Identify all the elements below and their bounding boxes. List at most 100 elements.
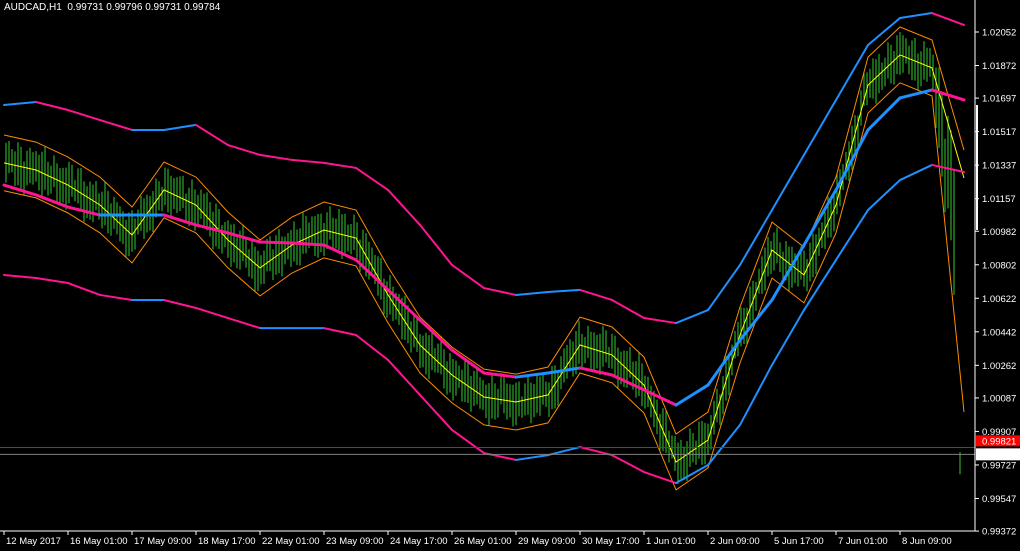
upper-band-segment [163, 123, 197, 131]
lower-band-segment [3, 274, 37, 279]
chart-title: AUDCAD,H1 0.99731 0.99796 0.99731 0.9978… [4, 2, 220, 13]
lower-band-segment [547, 446, 581, 457]
lower-band-segment [931, 163, 965, 174]
upper-band-segment [227, 144, 261, 156]
y-tick-label: 1.01697 [982, 94, 1016, 105]
lower-band-segment [515, 454, 549, 461]
alert-price-box [976, 435, 1020, 447]
x-tick-label: 8 Jun 09:00 [902, 536, 952, 547]
upper-band-segment [259, 153, 293, 161]
y-tick-label: 1.01872 [982, 61, 1016, 72]
lower-band-segment [643, 471, 677, 485]
center-ma-segment [482, 371, 518, 379]
center-ma-segment [2, 183, 38, 197]
time-axis[interactable]: 12 May 2017 16 May 01:00 17 May 09:00 18 Ma… [0, 530, 975, 547]
lower-band-segment [611, 454, 645, 474]
upper-band-segment [547, 288, 581, 293]
center-ma-segment [930, 88, 966, 102]
lower-band-segment [739, 363, 773, 426]
upper-band-segment [643, 317, 677, 325]
upper-band-segment [355, 166, 389, 191]
x-tick-label: 2 Jun 09:00 [710, 536, 760, 547]
lower-band-segment [355, 333, 389, 361]
x-tick-label: 1 Jun 01:00 [646, 536, 696, 547]
center-ma-segment [578, 366, 614, 377]
center-ma-segment [610, 373, 646, 392]
fast-line [3, 54, 965, 463]
price-axis[interactable]: 1.02052 1.01872 1.01697 1.01517 1.01337 1.011… [974, 0, 1020, 538]
y-tick-label: 1.00802 [982, 260, 1016, 271]
symbol-timeframe: AUDCAD,H1 [4, 2, 62, 13]
center-ma-segment [898, 88, 934, 100]
x-tick-label: 18 May 17:00 [198, 536, 256, 547]
y-tick-label: 1.01337 [982, 161, 1016, 172]
lower-band-segment [195, 306, 229, 320]
center-ma-segment [674, 383, 710, 407]
upper-band-segment [99, 119, 133, 131]
y-tick-label: 1.00262 [982, 361, 1016, 372]
center-ma-segment [354, 258, 390, 292]
lower-band-segment [451, 428, 485, 455]
upper-band-segment [483, 287, 517, 296]
y-tick-label: 1.00087 [982, 393, 1016, 404]
y-tick-label: 1.01157 [982, 194, 1016, 205]
alert-price-label: 0.99821 [982, 436, 1016, 447]
bid-price-label: 0.99784 [982, 450, 1016, 461]
center-ma-segment [258, 240, 294, 245]
indicator-lines [2, 12, 966, 491]
upper-band-segment [387, 188, 421, 226]
center-ma-segment [194, 223, 230, 235]
lower-band-segment [835, 209, 869, 261]
y-tick-label: 1.02052 [982, 28, 1016, 39]
y-tick-label: 1.01517 [982, 127, 1016, 138]
lower-band-segment [35, 276, 69, 285]
upper-band-segment [451, 263, 485, 290]
price-lines [0, 446, 975, 455]
upper-band-segment [899, 12, 933, 20]
center-ma-segment [514, 371, 550, 379]
upper-band-segment [707, 263, 741, 312]
y-tick-label: 1.00442 [982, 327, 1016, 338]
upper-band-segment [515, 290, 549, 296]
upper-band-segment [803, 98, 837, 156]
lower-band-segment [771, 309, 805, 366]
lower-band-segment [323, 327, 357, 336]
center-ma-segment [642, 388, 678, 407]
lower-band-segment [803, 258, 837, 312]
center-ma-segment [706, 338, 742, 387]
x-tick-label: 26 May 01:00 [454, 536, 512, 547]
lower-band-segment [67, 282, 101, 296]
upper-band-segment [195, 123, 229, 147]
x-tick-label: 5 Jun 17:00 [774, 536, 824, 547]
y-tick-label: 0.99372 [982, 527, 1016, 538]
ohlc-readout: 0.99731 0.99796 0.99731 0.99784 [67, 2, 221, 13]
center-ma-segment [386, 288, 422, 322]
price-bars [5, 32, 961, 484]
upper-band-segment [739, 209, 773, 266]
center-ma-segment [162, 213, 198, 227]
lower-band-segment [867, 179, 901, 212]
y-tick-label: 0.99907 [982, 427, 1016, 438]
center-ma-segment [866, 96, 902, 132]
center-ma-segment [834, 128, 870, 192]
y-tick-label: 1.00982 [982, 227, 1016, 238]
lower-band-segment [899, 163, 933, 182]
upper-band-segment [323, 161, 357, 169]
center-ma-segment [802, 188, 838, 247]
lower-band-segment [707, 423, 741, 466]
center-ma-segment [418, 318, 454, 352]
center-ma-segment [322, 243, 358, 262]
x-tick-label: 30 May 17:00 [582, 536, 640, 547]
lower-band-segment [579, 446, 613, 457]
upper-band-segment [867, 17, 901, 47]
upper-band-segment [3, 101, 37, 106]
lower-band-segment [99, 293, 133, 301]
center-ma-segment [770, 243, 806, 302]
lower-band-segment [419, 393, 453, 431]
bid-price-box [976, 448, 1020, 461]
upper-band-segment [611, 298, 645, 320]
upper-band-segment [675, 309, 709, 325]
upper-band-segment [67, 109, 101, 122]
upper-band-segment [835, 44, 869, 101]
